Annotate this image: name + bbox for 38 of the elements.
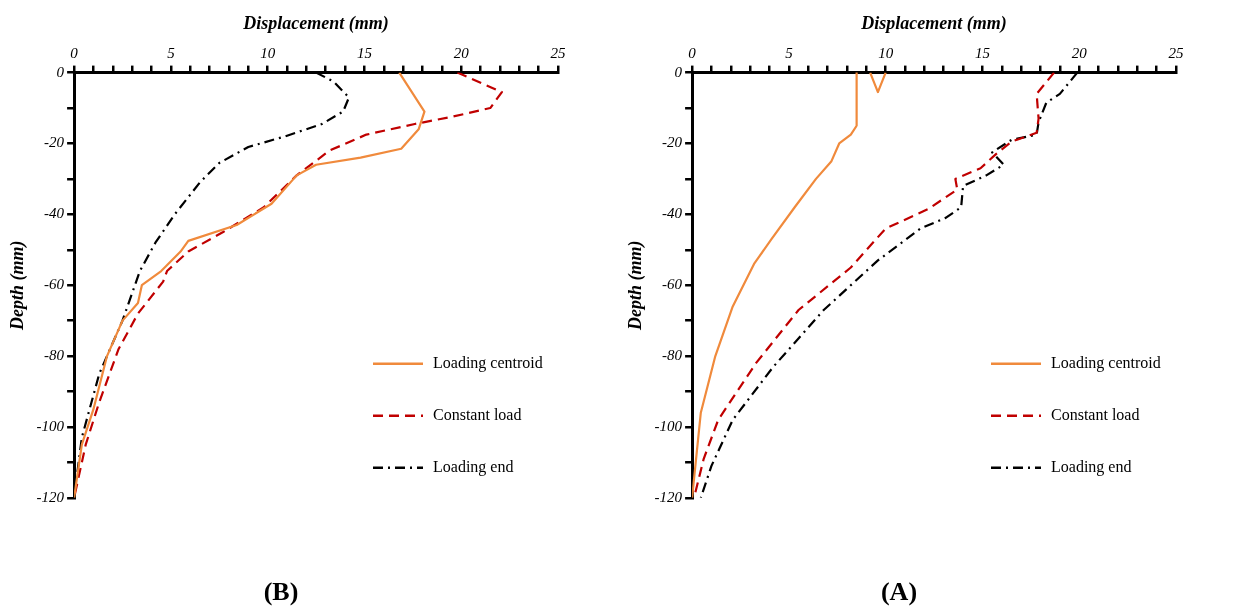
y-tick-label: 0: [56, 63, 65, 80]
x-tick-label: 15: [356, 44, 373, 61]
y-tick-label: -80: [662, 347, 683, 363]
y-tick-label: -120: [654, 488, 683, 505]
x-tick-label: 20: [1071, 44, 1088, 61]
x-tick-label: 0: [70, 44, 79, 61]
x-tick-label: 25: [1168, 44, 1184, 61]
y-tick-label: -20: [44, 134, 65, 151]
y-tick-label: -40: [662, 205, 683, 222]
x-axis-title: Displacement (mm): [242, 13, 389, 35]
y-axis-title: Depth (mm): [7, 240, 29, 331]
y-tick-label: -80: [44, 347, 65, 363]
legend-label: Loading centroid: [1051, 354, 1161, 372]
x-tick-label: 0: [688, 44, 697, 61]
legend-label: Constant load: [433, 406, 522, 423]
text: (B): [263, 577, 299, 607]
y-tick-label: -100: [36, 417, 65, 434]
y-tick-label: 0: [674, 63, 683, 80]
legend-label: Loading centroid: [433, 354, 543, 372]
x-axis-title: Displacement (mm): [860, 13, 1007, 35]
x-tick-label: 5: [785, 44, 794, 61]
legend-label: Loading end: [1051, 458, 1132, 476]
x-tick-label: 5: [167, 44, 176, 61]
text: (A): [880, 577, 918, 607]
x-tick-label: 10: [260, 44, 276, 61]
legend-label: Constant load: [1051, 406, 1140, 423]
x-tick-label: 20: [453, 44, 470, 61]
y-tick-label: -20: [662, 134, 683, 151]
x-tick-label: 15: [974, 44, 991, 61]
legend-label: Loading end: [433, 458, 514, 476]
y-axis-title: Depth (mm): [625, 240, 647, 331]
y-tick-label: -60: [662, 276, 683, 293]
y-tick-label: -120: [36, 488, 65, 505]
y-tick-label: -100: [654, 417, 683, 434]
y-tick-label: -40: [44, 205, 65, 222]
y-tick-label: -60: [44, 276, 65, 293]
x-tick-label: 25: [550, 44, 566, 61]
x-tick-label: 10: [878, 44, 894, 61]
